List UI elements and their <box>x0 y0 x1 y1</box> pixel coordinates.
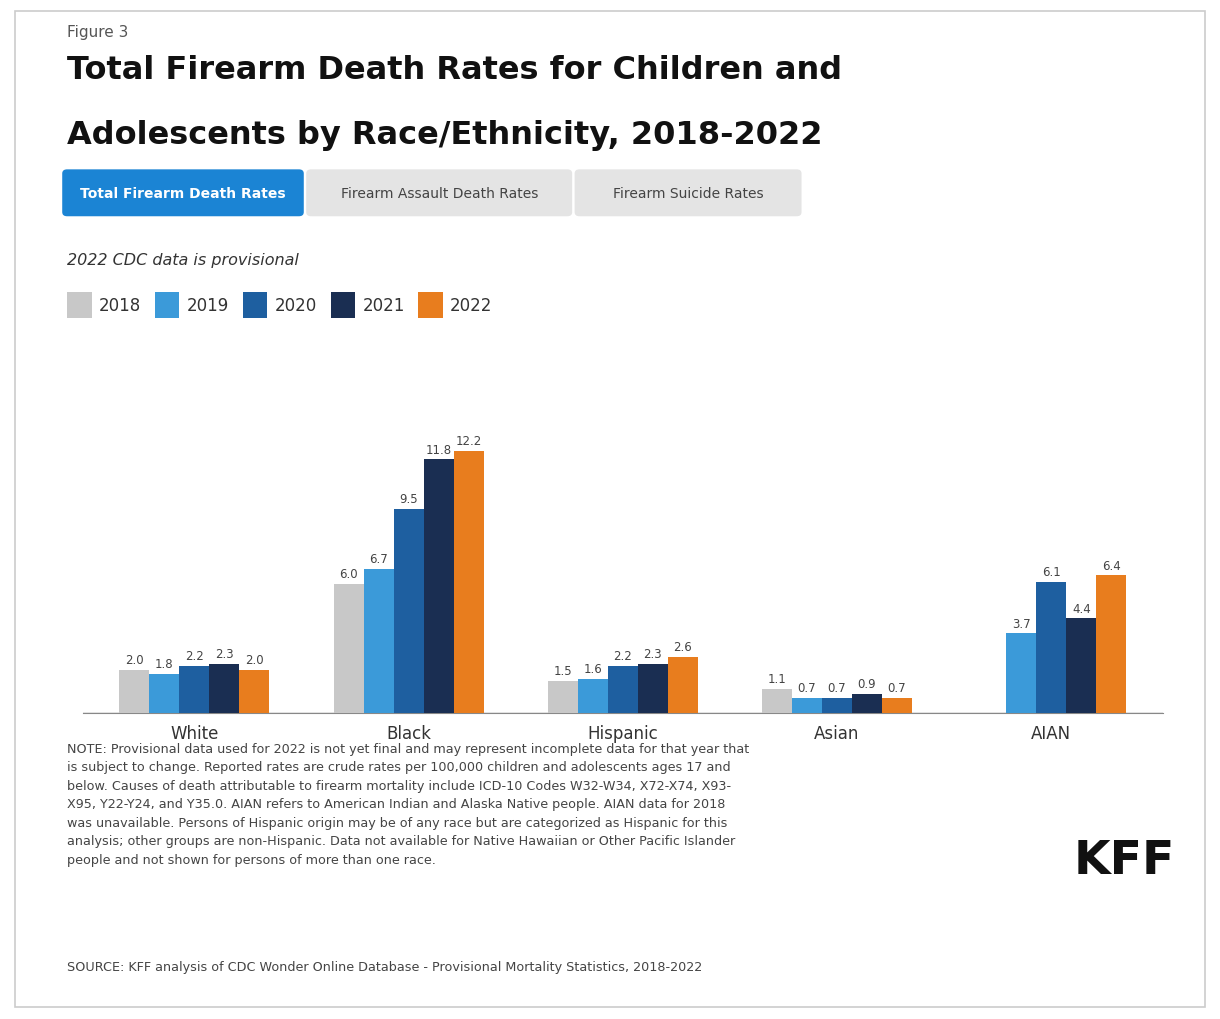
Text: 2019: 2019 <box>187 297 229 315</box>
Text: 4.4: 4.4 <box>1072 602 1091 614</box>
Text: NOTE: Provisional data used for 2022 is not yet final and may represent incomple: NOTE: Provisional data used for 2022 is … <box>67 742 749 866</box>
Text: 12.2: 12.2 <box>455 434 482 447</box>
Text: 11.8: 11.8 <box>426 443 451 457</box>
Bar <box>792 698 822 713</box>
Bar <box>454 451 483 713</box>
Text: 3.7: 3.7 <box>1011 616 1031 630</box>
Text: 2018: 2018 <box>99 297 142 315</box>
Text: 0.7: 0.7 <box>798 682 816 694</box>
Text: 1.8: 1.8 <box>155 658 173 671</box>
Text: 2.3: 2.3 <box>643 647 662 660</box>
Bar <box>762 690 792 713</box>
Bar <box>638 664 667 713</box>
Bar <box>578 679 608 713</box>
Bar <box>882 698 913 713</box>
Text: 6.0: 6.0 <box>339 568 357 581</box>
Text: 2.3: 2.3 <box>215 647 234 660</box>
Bar <box>364 570 394 713</box>
Text: 9.5: 9.5 <box>399 492 418 505</box>
Text: 2.6: 2.6 <box>673 641 692 653</box>
Text: 2020: 2020 <box>274 297 317 315</box>
Text: 2.0: 2.0 <box>245 653 264 666</box>
Bar <box>852 694 882 713</box>
Bar <box>822 698 852 713</box>
Text: Firearm Suicide Rates: Firearm Suicide Rates <box>612 186 764 201</box>
Bar <box>179 666 210 713</box>
Text: 0.7: 0.7 <box>888 682 906 694</box>
Bar <box>394 510 423 713</box>
Bar <box>333 585 364 713</box>
Text: 0.9: 0.9 <box>858 677 876 690</box>
Text: 6.7: 6.7 <box>370 552 388 566</box>
Text: KFF: KFF <box>1074 839 1175 883</box>
Bar <box>120 671 149 713</box>
Text: 1.5: 1.5 <box>554 664 572 678</box>
Text: 2.0: 2.0 <box>126 653 144 666</box>
Text: Figure 3: Figure 3 <box>67 25 128 41</box>
Text: Total Firearm Death Rates: Total Firearm Death Rates <box>81 186 285 201</box>
Bar <box>1066 619 1097 713</box>
Text: 2022: 2022 <box>450 297 493 315</box>
Bar <box>1097 576 1126 713</box>
Text: 2.2: 2.2 <box>185 649 204 662</box>
Text: 6.1: 6.1 <box>1042 566 1060 579</box>
Text: Firearm Assault Death Rates: Firearm Assault Death Rates <box>340 186 538 201</box>
Bar <box>608 666 638 713</box>
Text: 6.4: 6.4 <box>1102 559 1121 572</box>
Text: 2021: 2021 <box>362 297 405 315</box>
Bar <box>548 681 578 713</box>
Text: 0.7: 0.7 <box>827 682 847 694</box>
Bar <box>239 671 270 713</box>
Bar <box>149 675 179 713</box>
Bar <box>1006 634 1036 713</box>
Text: 2.2: 2.2 <box>614 649 632 662</box>
Text: Total Firearm Death Rates for Children and: Total Firearm Death Rates for Children a… <box>67 55 842 86</box>
Text: 1.1: 1.1 <box>767 673 787 686</box>
Bar <box>423 460 454 713</box>
Bar <box>1036 582 1066 713</box>
Text: Adolescents by Race/Ethnicity, 2018-2022: Adolescents by Race/Ethnicity, 2018-2022 <box>67 120 822 151</box>
Bar <box>667 657 698 713</box>
Text: 2022 CDC data is provisional: 2022 CDC data is provisional <box>67 253 299 268</box>
Bar <box>210 664 239 713</box>
Text: SOURCE: KFF analysis of CDC Wonder Online Database - Provisional Mortality Stati: SOURCE: KFF analysis of CDC Wonder Onlin… <box>67 960 703 973</box>
Text: 1.6: 1.6 <box>583 662 603 675</box>
